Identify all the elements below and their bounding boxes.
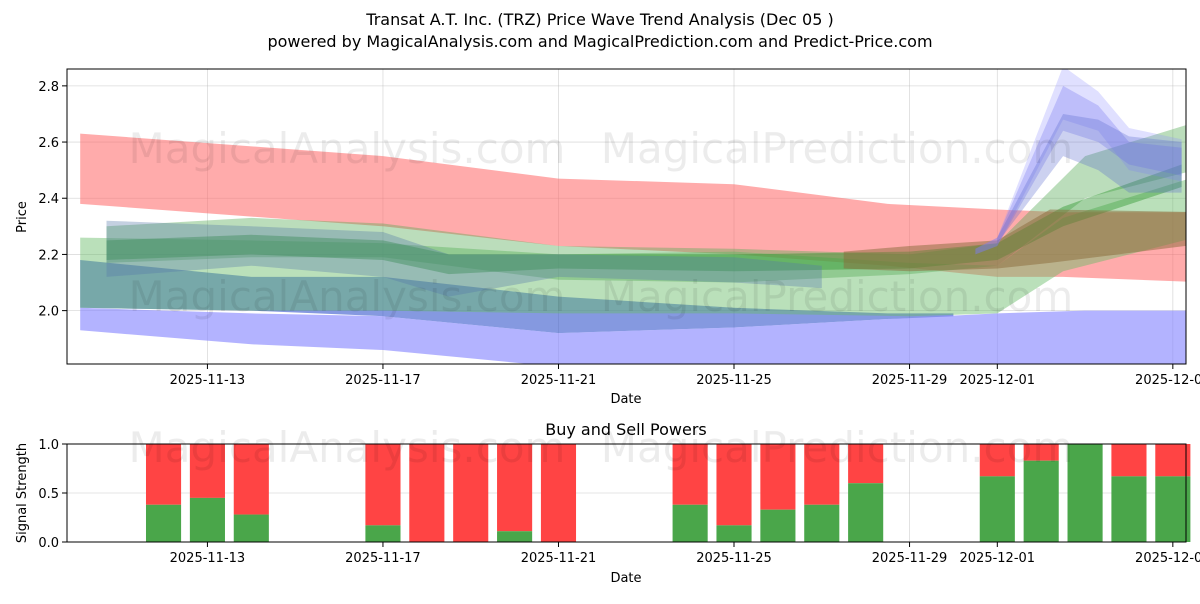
price-band-red-band — [80, 133, 1186, 282]
price-band-spike-band-2 — [975, 85, 1182, 255]
sell-power-bar — [760, 444, 796, 510]
watermark-text: MagicalAnalysis.com — [129, 272, 566, 321]
power-x-axis-label: Date — [610, 571, 641, 586]
sell-power-bar — [848, 444, 884, 484]
price-x-tick-label: 2025-11-13 — [170, 373, 246, 388]
buy-power-bar — [365, 525, 401, 542]
price-x-tick-label: 2025-11-21 — [521, 373, 597, 388]
watermark-text: MagicalAnalysis.com — [129, 423, 566, 472]
power-x-tick-label: 2025-11-29 — [872, 551, 948, 566]
watermark-text: MagicalAnalysis.com — [129, 124, 566, 173]
buy-power-bar — [1111, 476, 1147, 542]
power-x-tick-label: 2025-11-21 — [521, 551, 597, 566]
price-plot-frame — [66, 68, 1187, 365]
buy-power-bar — [233, 514, 269, 542]
price-x-tick-label: 2025-12-01 — [960, 373, 1036, 388]
price-band-green-band-1 — [80, 179, 1186, 317]
price-y-axis-label: Price — [15, 201, 30, 233]
power-y-tick-label: 0.0 — [38, 536, 59, 551]
buy-power-bar — [189, 497, 225, 542]
watermark-text: MagicalPrediction.com — [601, 423, 1074, 472]
power-y-tick-label: 0.5 — [38, 487, 59, 502]
price-y-tick-label: 2.4 — [38, 192, 59, 207]
sell-power-bar — [189, 444, 225, 498]
sell-power-bar — [1023, 444, 1059, 461]
price-band-lower-blue-band — [80, 307, 1186, 364]
sell-power-bar — [453, 444, 489, 542]
power-x-tick-label: 2025-11-17 — [345, 551, 421, 566]
price-band-teal-band — [106, 220, 822, 297]
buy-power-bar — [716, 525, 752, 542]
price-band-spike-band-3 — [997, 114, 1182, 244]
buy-power-bar — [1067, 444, 1103, 542]
price-band-green-band-2 — [106, 125, 1186, 283]
sell-power-bar — [804, 444, 840, 505]
power-y-tick-label: 1.0 — [38, 438, 59, 453]
watermark-text: MagicalPrediction.com — [601, 272, 1074, 321]
power-panel: MagicalAnalysis.com MagicalPrediction.com… — [38, 423, 1200, 566]
chart-subtitle: powered by MagicalAnalysis.com and Magic… — [267, 32, 932, 51]
power-chart-title: Buy and Sell Powers — [545, 420, 707, 439]
power-x-tick-label: 2025-11-25 — [696, 551, 772, 566]
sell-power-bar — [1111, 444, 1147, 477]
price-x-tick-label: 2025-11-25 — [696, 373, 772, 388]
sell-power-bar — [716, 444, 752, 526]
buy-power-bar — [760, 509, 796, 542]
price-band-green-band-3 — [106, 164, 1182, 275]
sell-power-bar — [145, 444, 182, 505]
price-x-tick-label: 2025-11-17 — [345, 373, 421, 388]
buy-power-bar — [1155, 476, 1191, 542]
sell-power-bar — [540, 444, 577, 542]
buy-power-bar — [497, 531, 533, 542]
buy-power-bar — [145, 504, 182, 542]
power-x-tick-label: 2025-12-05 — [1135, 551, 1200, 566]
price-y-tick-label: 2.6 — [38, 136, 59, 151]
price-x-tick-label: 2025-12-05 — [1135, 373, 1200, 388]
sell-power-bar — [365, 444, 401, 526]
buy-power-bar — [804, 504, 840, 542]
price-x-axis-label: Date — [610, 392, 641, 407]
price-bands — [80, 69, 1186, 364]
price-band-brown-band — [843, 209, 1186, 272]
price-y-tick-label: 2.2 — [38, 248, 59, 263]
price-band-spike-band-1 — [975, 69, 1182, 255]
buy-power-bar — [1023, 460, 1059, 542]
sell-power-bar — [1155, 444, 1191, 477]
buy-power-bar — [979, 476, 1015, 542]
power-y-axis-label: Signal Strength — [15, 443, 30, 543]
sell-power-bar — [409, 444, 445, 542]
price-band-upper-blue-band — [80, 260, 954, 334]
sell-power-bar — [979, 444, 1015, 477]
price-y-tick-label: 2.0 — [38, 305, 59, 320]
watermark-text: MagicalPrediction.com — [601, 124, 1074, 173]
sell-power-bar — [672, 444, 708, 505]
price-panel: MagicalAnalysis.com MagicalPrediction.com… — [38, 68, 1200, 388]
power-x-tick-label: 2025-11-13 — [170, 551, 246, 566]
power-x-tick-label: 2025-12-01 — [960, 551, 1036, 566]
price-y-tick-label: 2.8 — [38, 80, 59, 95]
chart-title: Transat A.T. Inc. (TRZ) Price Wave Trend… — [365, 10, 833, 29]
sell-power-bar — [233, 444, 269, 515]
buy-power-bar — [848, 483, 884, 542]
buy-power-bar — [672, 504, 708, 542]
sell-power-bar — [497, 444, 533, 532]
price-x-tick-label: 2025-11-29 — [872, 373, 948, 388]
